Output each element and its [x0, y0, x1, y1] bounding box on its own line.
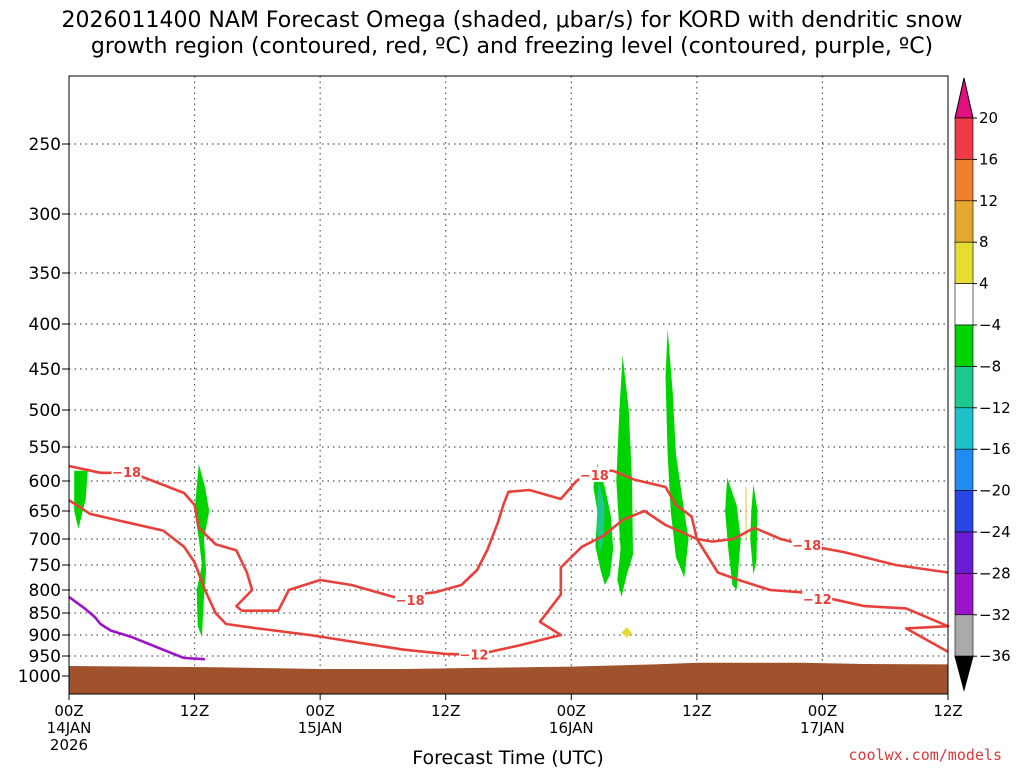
colorbar-swatch-4 [954, 283, 974, 326]
x-tick-label-0-0: 00Z [54, 702, 83, 720]
y-tick-label-800: 800 [29, 581, 61, 601]
x-tick-label-5-0: 12Z [682, 702, 711, 720]
x-tick-label-4-0: 00Z [557, 702, 586, 720]
colorbar-swatch-1 [954, 159, 974, 202]
contour-label-bg-5 [802, 591, 833, 607]
y-tick-label-350: 350 [29, 264, 61, 284]
colorbar-label-9: −20 [979, 482, 1011, 500]
colorbar-label-1: 16 [979, 150, 998, 168]
omega-region-6 [725, 477, 741, 590]
contour-label-bg-0 [111, 464, 142, 480]
colorbar-swatch-5 [954, 324, 974, 367]
omega-region-8 [621, 627, 632, 638]
contour-label-0: −18 [112, 466, 141, 481]
credit-text: coolwx.com/models [848, 746, 1002, 764]
contour-label-1: −18 [396, 594, 425, 609]
y-tick-label-900: 900 [29, 626, 61, 646]
contour-line-2 [68, 595, 206, 661]
plot-border [68, 75, 949, 695]
contour-label-bg-2 [579, 466, 610, 482]
colorbar-label-7: −12 [979, 399, 1011, 417]
colorbar-swatch-2 [954, 200, 974, 243]
y-tick-label-850: 850 [29, 604, 61, 624]
contour-line-0 [68, 464, 949, 612]
y-tick-label-950: 950 [29, 647, 61, 667]
y-tick-label-700: 700 [29, 530, 61, 550]
x-tick-label-3-0: 12Z [431, 702, 460, 720]
chart-title-line-1: 2026011400 NAM Forecast Omega (shaded, μ… [61, 8, 963, 33]
x-axis-label: Forecast Time (UTC) [412, 747, 603, 768]
contour-label-5: −12 [803, 593, 832, 608]
colorbar-label-6: −8 [979, 357, 1001, 375]
colorbar-swatch-3 [954, 241, 974, 284]
colorbar: 20 16 12 8 4 −4 −8 −12 −16 −20 −24 −28 −32 −36 [954, 77, 1011, 692]
plot-frame [68, 75, 949, 695]
y-tick-label-750: 750 [29, 556, 61, 576]
colorbar-swatch-0 [954, 117, 974, 160]
y-tick-label-250: 250 [29, 135, 61, 155]
colorbar-top-arrow [954, 77, 974, 119]
contour-label-bg-4 [458, 646, 489, 662]
colorbar-swatch-12 [954, 614, 974, 657]
colorbar-label-12: −32 [979, 606, 1011, 624]
colorbar-swatch-11 [954, 573, 974, 616]
contour-label-2: −18 [580, 469, 609, 484]
colorbar-label-8: −16 [979, 440, 1011, 458]
contour-label-4: −12 [459, 649, 488, 664]
y-tick-label-450: 450 [29, 360, 61, 380]
colorbar-label-11: −28 [979, 564, 1011, 582]
colorbar-label-3: 8 [979, 233, 989, 251]
contour-label-bg-3 [791, 537, 822, 553]
y-tick-label-600: 600 [29, 472, 61, 492]
colorbar-swatch-9 [954, 490, 974, 533]
x-tick-label-7-0: 12Z [933, 702, 962, 720]
contour-label-3: −18 [792, 539, 821, 554]
x-tick-label-6-0: 00Z [808, 702, 837, 720]
colorbar-label-5: −4 [979, 316, 1001, 334]
terrain [69, 662, 948, 694]
x-tick-label-0-2: 2026 [50, 736, 88, 754]
x-tick-label-0-1: 14JAN [47, 719, 92, 737]
y-tick-label-500: 500 [29, 401, 61, 421]
colorbar-label-10: −24 [979, 523, 1011, 541]
contour-label-bg-1 [395, 592, 426, 608]
y-tick-label-650: 650 [29, 502, 61, 522]
omega-region-0 [74, 470, 88, 529]
y-tick-label-400: 400 [29, 315, 61, 335]
x-tick-label-2-0: 00Z [305, 702, 334, 720]
x-tick-label-1-0: 12Z [180, 702, 209, 720]
colorbar-label-0: 20 [979, 109, 998, 127]
colorbar-label-2: 12 [979, 192, 998, 210]
colorbar-swatch-7 [954, 407, 974, 450]
y-tick-label-300: 300 [29, 205, 61, 225]
y-axis-ticks: 2503003504004505005506006507007508008509… [18, 135, 69, 687]
contours: −18 −18 −18 −18 −12 −12 [68, 464, 950, 664]
colorbar-label-4: 4 [979, 275, 989, 293]
y-tick-label-1000: 1000 [18, 667, 61, 687]
colorbar-swatch-8 [954, 448, 974, 491]
omega-region-1 [194, 464, 210, 638]
colorbar-label-13: −36 [979, 647, 1011, 665]
colorbar-swatch-10 [954, 531, 974, 574]
x-tick-label-2-1: 15JAN [298, 719, 343, 737]
x-tick-label-6-1: 17JAN [800, 719, 845, 737]
colorbar-swatch-6 [954, 366, 974, 409]
y-tick-label-550: 550 [29, 438, 61, 458]
omega-region-5 [665, 328, 689, 578]
terrain-ground [69, 662, 948, 694]
x-tick-label-4-1: 16JAN [549, 719, 594, 737]
colorbar-bottom-arrow [954, 655, 974, 692]
chart-title-line-2: growth region (contoured, red, ºC) and f… [90, 34, 934, 59]
